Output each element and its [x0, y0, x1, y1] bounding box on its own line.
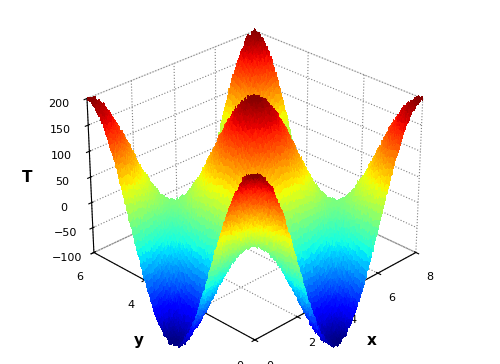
Y-axis label: y: y — [134, 333, 143, 348]
X-axis label: x: x — [366, 333, 376, 348]
